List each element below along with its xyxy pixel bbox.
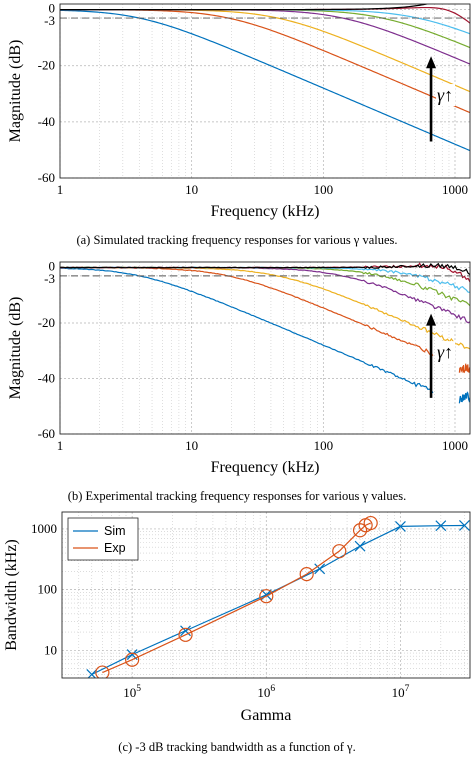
point-sim xyxy=(180,625,191,637)
gamma-arrow-head xyxy=(426,56,437,69)
x-axis-label: Gamma xyxy=(241,707,292,724)
point-exp xyxy=(259,589,274,604)
point-exp xyxy=(125,652,140,667)
x-tick-label: 100 xyxy=(314,438,334,453)
y-tick-label: -40 xyxy=(38,114,55,129)
y-tick-label: -60 xyxy=(38,426,55,441)
y-axis-label: Magnitude (dB) xyxy=(7,297,24,400)
gamma-annotation: γ↑ xyxy=(437,85,453,105)
point-exp xyxy=(332,544,347,559)
curve-black xyxy=(60,262,470,276)
y-tick-label: -40 xyxy=(38,371,55,386)
minor-grid xyxy=(99,4,450,178)
x-tick-label: 100 xyxy=(314,182,334,197)
caption: (b) Experimental tracking frequency resp… xyxy=(68,489,406,503)
point-exp xyxy=(299,567,314,582)
chart-b: γ↑ 1 10 100 1000 0-3 -20 -40 -60 Frequency (kHz) M… xyxy=(7,259,471,503)
chart-c: Sim Exp 10 100 1000 Gamma Bandwidth (kHz) (c) -… xyxy=(3,511,471,754)
curve-orange-tail xyxy=(458,363,470,374)
gamma-annotation: γ↑ xyxy=(437,342,453,362)
x-tick-label: 1000 xyxy=(442,438,468,453)
x-tick-label: 105 xyxy=(123,684,141,700)
y-axis-label: Magnitude (dB) xyxy=(7,40,24,143)
chart-a: γ↑ 1 10 100 1000 0-3 -20 -40 -60 Frequency (kHz) M… xyxy=(7,1,471,247)
point-exp xyxy=(363,515,378,531)
caption: (a) Simulated tracking frequency respons… xyxy=(76,233,397,247)
y-tick-label: -3 xyxy=(44,13,55,28)
y-tick-label: 100 xyxy=(38,582,58,597)
x-axis-label: Frequency (kHz) xyxy=(211,459,320,476)
y-axis-label: Bandwidth (kHz) xyxy=(3,539,20,651)
legend: Sim Exp xyxy=(67,517,139,561)
caption: (c) -3 dB tracking bandwidth as a functi… xyxy=(118,740,355,754)
legend-label: Exp xyxy=(104,541,126,555)
x-tick-label: 107 xyxy=(392,684,410,700)
series-line-exp xyxy=(102,522,371,674)
curve-blue-tail xyxy=(458,391,470,404)
x-tick-label: 1 xyxy=(57,182,64,197)
curve-blue xyxy=(60,267,434,394)
point-sim xyxy=(395,520,406,532)
x-axis-label: Frequency (kHz) xyxy=(211,203,320,220)
legend-label: Sim xyxy=(104,524,126,538)
x-tick-label: 1 xyxy=(57,438,64,453)
x-tick-label: 10 xyxy=(185,182,198,197)
y-tick-label: -60 xyxy=(38,170,55,185)
y-tick-label: 1000 xyxy=(31,521,57,536)
legend-box xyxy=(67,517,139,561)
point-exp xyxy=(178,627,193,642)
point-sim xyxy=(354,540,366,552)
y-tick-label: -3 xyxy=(44,271,55,286)
point-sim xyxy=(459,520,470,531)
point-sim xyxy=(435,520,447,532)
y-tick-label: -20 xyxy=(38,315,55,330)
x-tick-label: 10 xyxy=(185,438,198,453)
curve-blue xyxy=(60,9,470,152)
y-tick-label: 10 xyxy=(44,642,57,657)
curve-black xyxy=(60,4,430,11)
point-sim xyxy=(314,563,326,575)
y-tick-label: 0 xyxy=(49,1,56,16)
gamma-arrow-head xyxy=(426,313,437,326)
x-tick-label: 1000 xyxy=(442,182,468,197)
x-tick-label: 106 xyxy=(257,684,275,700)
y-tick-label: -20 xyxy=(38,58,55,73)
point-exp xyxy=(352,523,368,538)
y-tick-label: 0 xyxy=(49,259,56,274)
point-exp xyxy=(95,665,110,678)
